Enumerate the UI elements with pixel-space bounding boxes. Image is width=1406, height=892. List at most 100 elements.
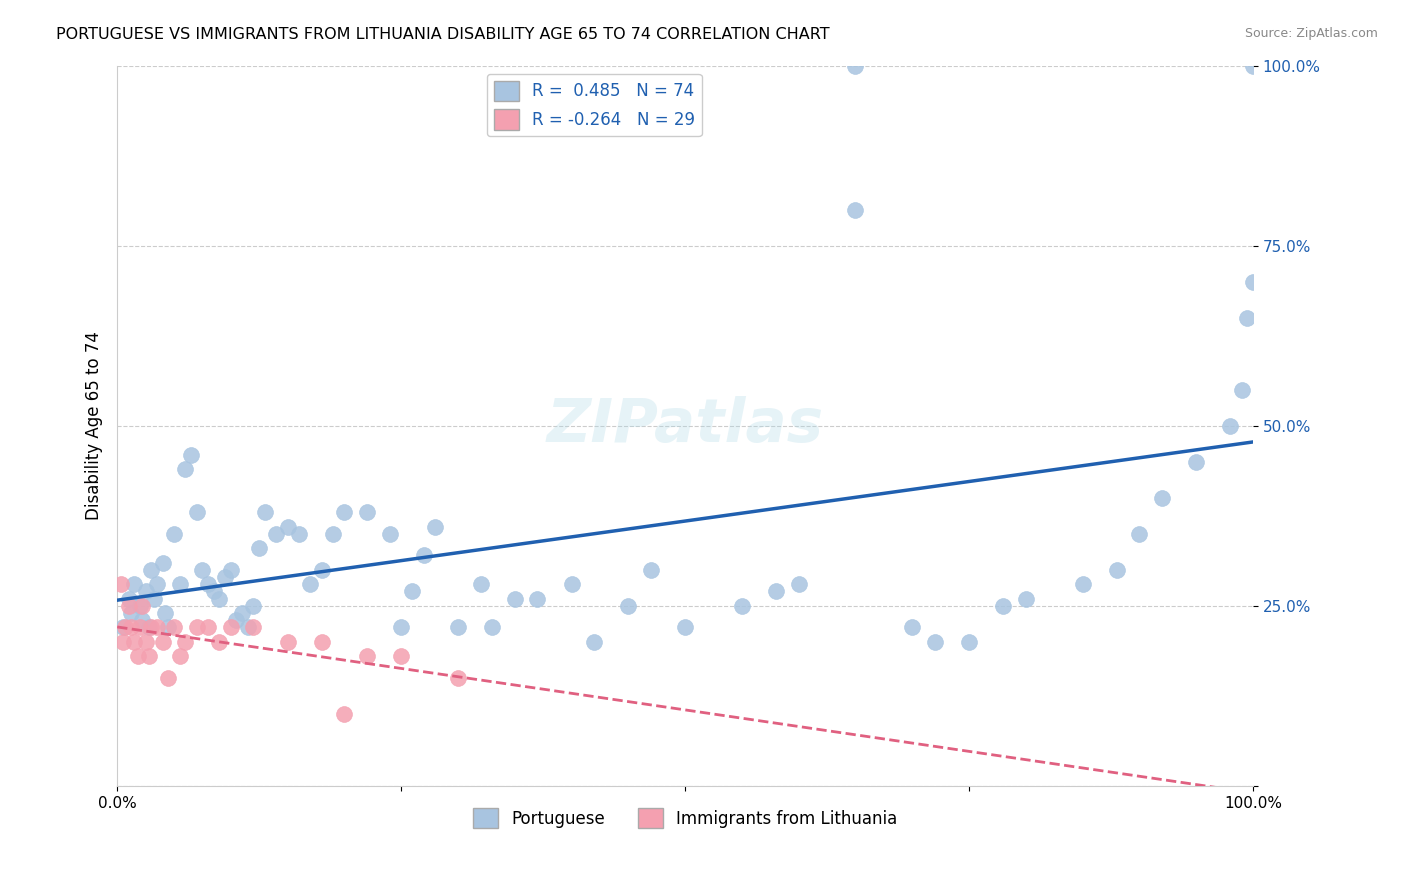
Point	[1241, 275, 1264, 289]
Point	[120, 606, 142, 620]
Point	[141, 620, 163, 634]
Point	[208, 591, 231, 606]
Text: Source: ZipAtlas.com: Source: ZipAtlas.com	[1244, 27, 1378, 40]
Point	[219, 620, 242, 634]
Point	[470, 577, 492, 591]
Point	[186, 505, 208, 519]
Point	[447, 620, 470, 634]
Text: ZIPatlas: ZIPatlas	[547, 396, 824, 455]
Point	[1185, 455, 1208, 469]
Point	[991, 599, 1014, 613]
Point	[503, 591, 526, 606]
Point	[131, 599, 153, 613]
Point	[247, 541, 270, 555]
Point	[163, 620, 186, 634]
Point	[111, 620, 134, 634]
Point	[153, 606, 176, 620]
Point	[157, 620, 180, 634]
Point	[765, 584, 787, 599]
Point	[122, 634, 145, 648]
Point	[277, 634, 299, 648]
Point	[333, 706, 356, 721]
Point	[1105, 563, 1128, 577]
Point	[481, 620, 503, 634]
Point	[169, 649, 191, 664]
Point	[242, 599, 264, 613]
Point	[152, 556, 174, 570]
Point	[356, 505, 378, 519]
Point	[583, 634, 606, 648]
Point	[957, 634, 980, 648]
Point	[174, 462, 197, 476]
Point	[447, 671, 470, 685]
Point	[129, 599, 152, 613]
Point	[202, 584, 225, 599]
Point	[138, 649, 160, 664]
Point	[186, 620, 208, 634]
Point	[389, 620, 412, 634]
Point	[1236, 310, 1258, 325]
Point	[169, 577, 191, 591]
Point	[1230, 383, 1253, 397]
Point	[378, 526, 401, 541]
Point	[389, 649, 412, 664]
Point	[135, 634, 157, 648]
Point	[901, 620, 924, 634]
Point	[122, 577, 145, 591]
Point	[1152, 491, 1174, 505]
Text: PORTUGUESE VS IMMIGRANTS FROM LITHUANIA DISABILITY AGE 65 TO 74 CORRELATION CHAR: PORTUGUESE VS IMMIGRANTS FROM LITHUANIA …	[56, 27, 830, 42]
Point	[311, 634, 333, 648]
Point	[1015, 591, 1038, 606]
Point	[225, 613, 247, 627]
Point	[277, 519, 299, 533]
Point	[146, 577, 169, 591]
Point	[640, 563, 662, 577]
Point	[673, 620, 696, 634]
Point	[120, 620, 142, 634]
Point	[129, 620, 152, 634]
Point	[236, 620, 259, 634]
Point	[231, 606, 253, 620]
Point	[131, 613, 153, 627]
Point	[197, 577, 219, 591]
Point	[560, 577, 582, 591]
Point	[180, 448, 202, 462]
Point	[1071, 577, 1094, 591]
Point	[425, 519, 447, 533]
Point	[299, 577, 322, 591]
Point	[787, 577, 810, 591]
Point	[208, 634, 231, 648]
Point	[191, 563, 214, 577]
Point	[219, 563, 242, 577]
Point	[152, 634, 174, 648]
Point	[117, 591, 139, 606]
Point	[844, 59, 866, 73]
Point	[114, 620, 136, 634]
Point	[138, 620, 160, 634]
Point	[288, 526, 311, 541]
Legend: Portuguese, Immigrants from Lithuania: Portuguese, Immigrants from Lithuania	[465, 801, 904, 835]
Point	[356, 649, 378, 664]
Point	[1219, 418, 1241, 433]
Point	[146, 620, 169, 634]
Point	[157, 671, 180, 685]
Point	[174, 634, 197, 648]
Point	[135, 584, 157, 599]
Point	[127, 649, 149, 664]
Point	[242, 620, 264, 634]
Point	[117, 599, 139, 613]
Point	[1241, 59, 1264, 73]
Point	[526, 591, 548, 606]
Point	[322, 526, 344, 541]
Point	[924, 634, 946, 648]
Point	[401, 584, 423, 599]
Point	[311, 563, 333, 577]
Point	[264, 526, 287, 541]
Point	[110, 577, 132, 591]
Point	[214, 570, 236, 584]
Point	[412, 549, 434, 563]
Point	[731, 599, 754, 613]
Point	[197, 620, 219, 634]
Point	[141, 563, 163, 577]
Point	[1128, 526, 1150, 541]
